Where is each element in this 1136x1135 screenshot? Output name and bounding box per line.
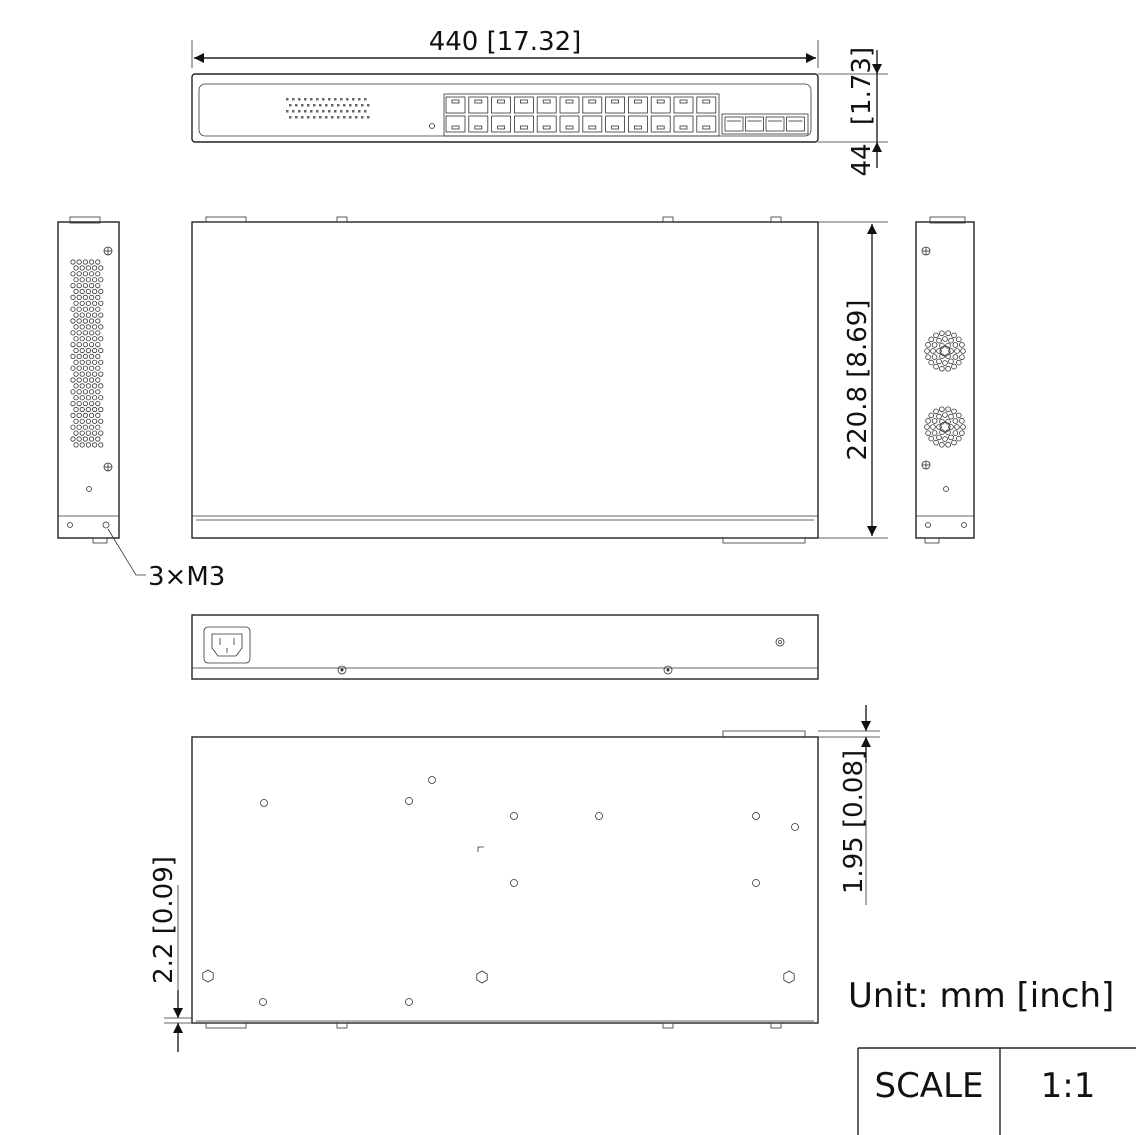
right-side-panel [915, 221, 975, 539]
front-view: 440 [17.32] [1.73] 44 [191, 27, 888, 177]
bottom-view: 1.95 [0.08] 2.2 [0.09] [149, 705, 880, 1052]
scale-value: 1:1 [1041, 1066, 1096, 1106]
power-inlet-icon [203, 626, 251, 664]
sfp-port-block [721, 113, 809, 135]
scale-header: SCALE [874, 1066, 983, 1106]
power-led [429, 123, 435, 129]
left-side-view: 3×M3 [57, 216, 225, 592]
front-chassis [191, 73, 819, 143]
front-height-inch-label: [1.73] [847, 47, 877, 125]
depth-label: 220.8 [8.69] [843, 300, 873, 461]
rear-chassis [191, 614, 819, 680]
bottom-plate [191, 736, 819, 1024]
rear-view [191, 614, 819, 680]
right-side-view [915, 216, 975, 544]
mounting-hole-pattern [202, 776, 799, 1006]
plate-thickness-label: 2.2 [0.09] [149, 856, 179, 984]
unit-label: Unit: mm [inch] [848, 976, 1114, 1016]
foot-height-label: 1.95 [0.08] [839, 750, 869, 894]
top-view: 220.8 [8.69] [191, 216, 888, 544]
fan-vent-icon [924, 330, 966, 372]
front-height-mm-label: 44 [847, 143, 877, 176]
screw-callout-label: 3×M3 [148, 562, 225, 592]
front-width-label: 440 [17.32] [429, 27, 582, 57]
fan-vent-icon [924, 406, 966, 448]
rj45-port-block [443, 93, 720, 137]
left-side-panel [57, 221, 120, 539]
front-vent-grille [286, 98, 370, 119]
top-cover [191, 221, 819, 539]
title-block: SCALE 1:1 [857, 1047, 1136, 1135]
left-vent-grille [70, 259, 104, 448]
ground-screw-icon [775, 637, 785, 647]
